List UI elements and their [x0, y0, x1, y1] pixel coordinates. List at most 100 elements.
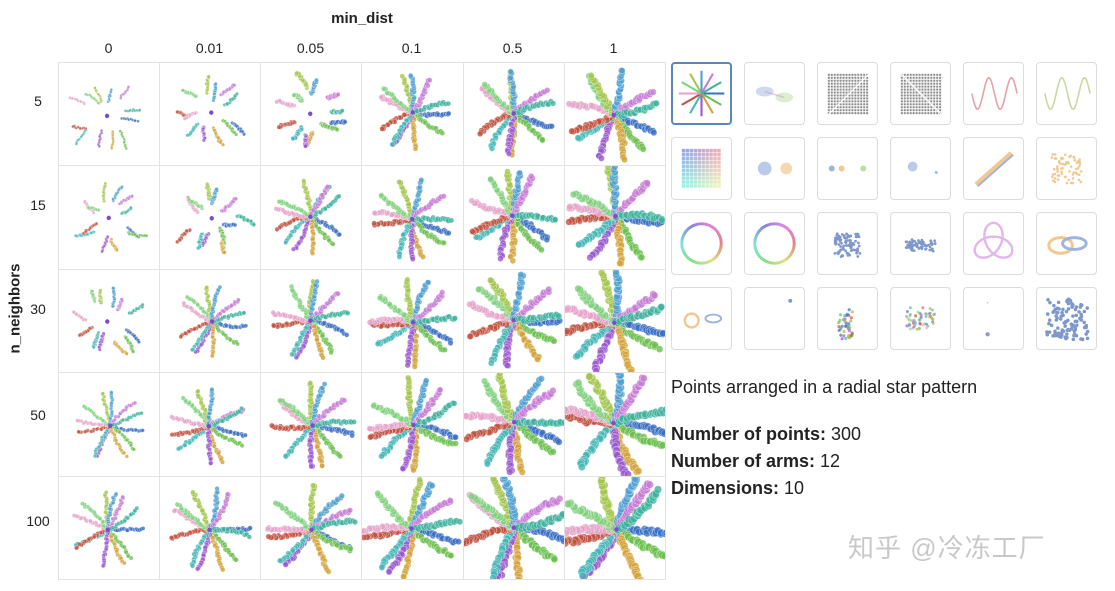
- thumb-blob-and-dot[interactable]: [890, 137, 951, 200]
- row-label: 15: [30, 197, 46, 213]
- embedding-cell: [564, 476, 666, 580]
- thumb-circle[interactable]: [744, 212, 805, 275]
- sine-wave-icon: [1044, 76, 1091, 111]
- gaussian-cloud-icon: [1050, 153, 1083, 185]
- grid-diagonal-icon: [827, 73, 870, 116]
- embedding-cell: [59, 269, 161, 374]
- embedding-cell: [463, 63, 565, 167]
- embedding-cell: [261, 373, 363, 477]
- thumb-sine-wave-pink[interactable]: [963, 62, 1024, 125]
- uniform-square-icon: [1045, 297, 1090, 342]
- embedding-cell: [463, 166, 565, 270]
- color-grid-icon: [681, 148, 721, 188]
- dense-cloud-icon: [833, 232, 862, 258]
- embedding-cell: [362, 63, 464, 167]
- embedding-cell: [564, 269, 666, 374]
- embedding-cell: [564, 166, 666, 270]
- thumb-circle-faint[interactable]: [671, 212, 732, 275]
- dataset-thumbnails: [671, 62, 1101, 352]
- ring-ellipse-icon: [683, 312, 723, 329]
- embedding-cell: [59, 476, 161, 580]
- dims-value: 10: [784, 478, 805, 498]
- hierarchical-clusters-icon: [837, 308, 854, 341]
- circle-icon: [753, 222, 796, 265]
- thumb-linked-clusters[interactable]: [744, 62, 805, 125]
- three-dots-icon: [828, 165, 867, 172]
- thumb-trefoil-knot[interactable]: [963, 212, 1024, 275]
- dataset-info: Points arranged in a radial star pattern…: [671, 374, 1091, 502]
- thumb-diagonal-lines[interactable]: [963, 137, 1024, 200]
- thumb-hierarchical-clusters[interactable]: [817, 287, 878, 350]
- embedding-cell: [564, 373, 666, 477]
- col-label: 0.05: [296, 40, 325, 56]
- thumb-mixed-clusters[interactable]: [890, 287, 951, 350]
- two-dots-icon: [985, 301, 990, 337]
- embedding-cell: [261, 476, 363, 580]
- embedding-cell: [463, 476, 565, 580]
- sine-wave-icon: [971, 76, 1018, 111]
- single-dot-icon: [788, 298, 793, 303]
- points-label: Number of points:: [671, 424, 826, 444]
- two-blobs-icon: [757, 161, 793, 176]
- star-pattern-icon: [678, 70, 725, 117]
- embedding-cell: [160, 373, 262, 477]
- points-row: Number of points: 300: [671, 421, 1091, 448]
- flat-cloud-icon: [904, 238, 937, 253]
- thumb-three-dots[interactable]: [817, 137, 878, 200]
- thumb-single-dot[interactable]: [744, 287, 805, 350]
- linked-clusters-icon: [755, 86, 794, 103]
- dims-row: Dimensions: 10: [671, 475, 1091, 502]
- thumb-grid-antidiagonal[interactable]: [890, 62, 951, 125]
- thumb-dense-cloud[interactable]: [817, 212, 878, 275]
- row-labels: 5 15 30 50 100: [0, 62, 56, 580]
- linked-rings-icon: [1047, 236, 1088, 255]
- trefoil-knot-icon: [973, 221, 1014, 259]
- embedding-cell: [362, 476, 464, 580]
- embedding-cell: [59, 166, 161, 270]
- thumb-linked-rings[interactable]: [1036, 212, 1097, 275]
- embedding-cell: [59, 373, 161, 477]
- diagonal-lines-icon: [974, 151, 1014, 187]
- col-labels: 0 0.01 0.05 0.1 0.5 1: [58, 40, 666, 58]
- row-label: 100: [26, 513, 50, 529]
- thumb-grid-diagonal[interactable]: [817, 62, 878, 125]
- col-label: 1: [609, 40, 618, 56]
- thumb-ring-and-ellipse[interactable]: [671, 287, 732, 350]
- embedding-cell: [261, 269, 363, 374]
- embedding-cell: [160, 63, 262, 167]
- row-label: 50: [30, 407, 46, 423]
- blob-dot-icon: [907, 161, 938, 174]
- mixed-clusters-icon: [905, 306, 937, 331]
- circle-icon: [680, 222, 723, 265]
- arms-label: Number of arms:: [671, 451, 816, 471]
- dataset-description: Points arranged in a radial star pattern: [671, 377, 978, 397]
- thumb-flat-cloud[interactable]: [890, 212, 951, 275]
- watermark: 知乎 @冷冻工厂: [848, 533, 1046, 563]
- col-axis-title: min_dist: [331, 10, 393, 27]
- thumb-sine-wave-green[interactable]: [1036, 62, 1097, 125]
- embedding-cell: [59, 63, 161, 167]
- thumb-color-grid[interactable]: [671, 137, 732, 200]
- embedding-cell: [261, 63, 363, 167]
- thumb-two-blobs[interactable]: [744, 137, 805, 200]
- dims-label: Dimensions:: [671, 478, 780, 498]
- arms-row: Number of arms: 12: [671, 448, 1091, 475]
- thumb-star[interactable]: [671, 62, 732, 125]
- col-label: 0.5: [502, 40, 523, 56]
- embedding-grid: [58, 62, 666, 580]
- embedding-cell: [362, 373, 464, 477]
- embedding-cell: [160, 476, 262, 580]
- thumb-uniform-square[interactable]: [1036, 287, 1097, 350]
- col-label: 0.1: [401, 40, 422, 56]
- grid-antidiagonal-icon: [900, 73, 943, 116]
- col-label: 0: [104, 40, 113, 56]
- points-value: 300: [831, 424, 862, 444]
- embedding-cell: [160, 269, 262, 374]
- row-label: 30: [30, 301, 46, 317]
- embedding-cell: [463, 269, 565, 374]
- col-label: 0.01: [195, 40, 224, 56]
- thumb-gaussian-cloud[interactable]: [1036, 137, 1097, 200]
- row-label: 5: [34, 93, 42, 109]
- thumb-two-dots[interactable]: [963, 287, 1024, 350]
- embedding-cell: [463, 373, 565, 477]
